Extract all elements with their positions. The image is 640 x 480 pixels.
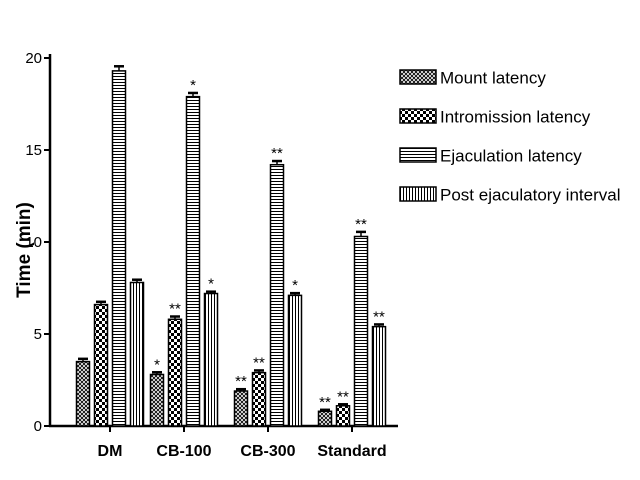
legend-label: Intromission latency [440, 108, 591, 127]
y-tick-label: 0 [34, 418, 42, 435]
x-tick-label: CB-100 [156, 443, 211, 460]
significance-marker: ** [355, 216, 367, 233]
bar [203, 292, 219, 427]
significance-marker: * [190, 77, 196, 94]
bar [75, 360, 91, 427]
legend-swatch [399, 147, 437, 163]
bar [149, 373, 165, 427]
bar [251, 371, 267, 427]
bar [317, 410, 333, 427]
y-tick-label: 5 [34, 326, 42, 343]
bar [185, 95, 201, 427]
legend-label: Mount latency [440, 69, 546, 88]
legend-swatch [399, 69, 437, 85]
significance-marker: ** [373, 308, 385, 325]
significance-marker: ** [337, 388, 349, 405]
legend-swatch [399, 108, 437, 124]
bar [269, 163, 285, 427]
legend-swatch [399, 186, 437, 202]
significance-marker: * [154, 356, 160, 373]
significance-marker: * [208, 276, 214, 293]
significance-marker: ** [319, 394, 331, 411]
bar [287, 294, 303, 427]
bar [167, 318, 183, 427]
bar [111, 70, 127, 427]
significance-marker: ** [235, 373, 247, 390]
x-tick-label: CB-300 [240, 443, 295, 460]
y-axis-label: Time (min) [14, 202, 35, 298]
y-tick-label: 20 [25, 50, 42, 67]
bar [371, 325, 387, 427]
legend-label: Post ejaculatory interval [440, 186, 620, 205]
y-tick-label: 15 [25, 142, 42, 159]
significance-marker: * [292, 277, 298, 294]
bar [93, 303, 109, 427]
bar [233, 390, 249, 427]
significance-marker: ** [271, 145, 283, 162]
x-tick-label: Standard [317, 443, 386, 460]
legend: Mount latency Intromission latency Ejacula… [399, 69, 620, 205]
y-tick-label: 10 [25, 234, 42, 251]
legend-label: Ejaculation latency [440, 147, 582, 166]
bar [129, 281, 145, 427]
significance-marker: ** [253, 354, 265, 371]
bar [335, 405, 351, 427]
significance-marker: ** [169, 301, 181, 318]
x-tick-label: DM [98, 443, 123, 460]
bar [353, 235, 369, 427]
